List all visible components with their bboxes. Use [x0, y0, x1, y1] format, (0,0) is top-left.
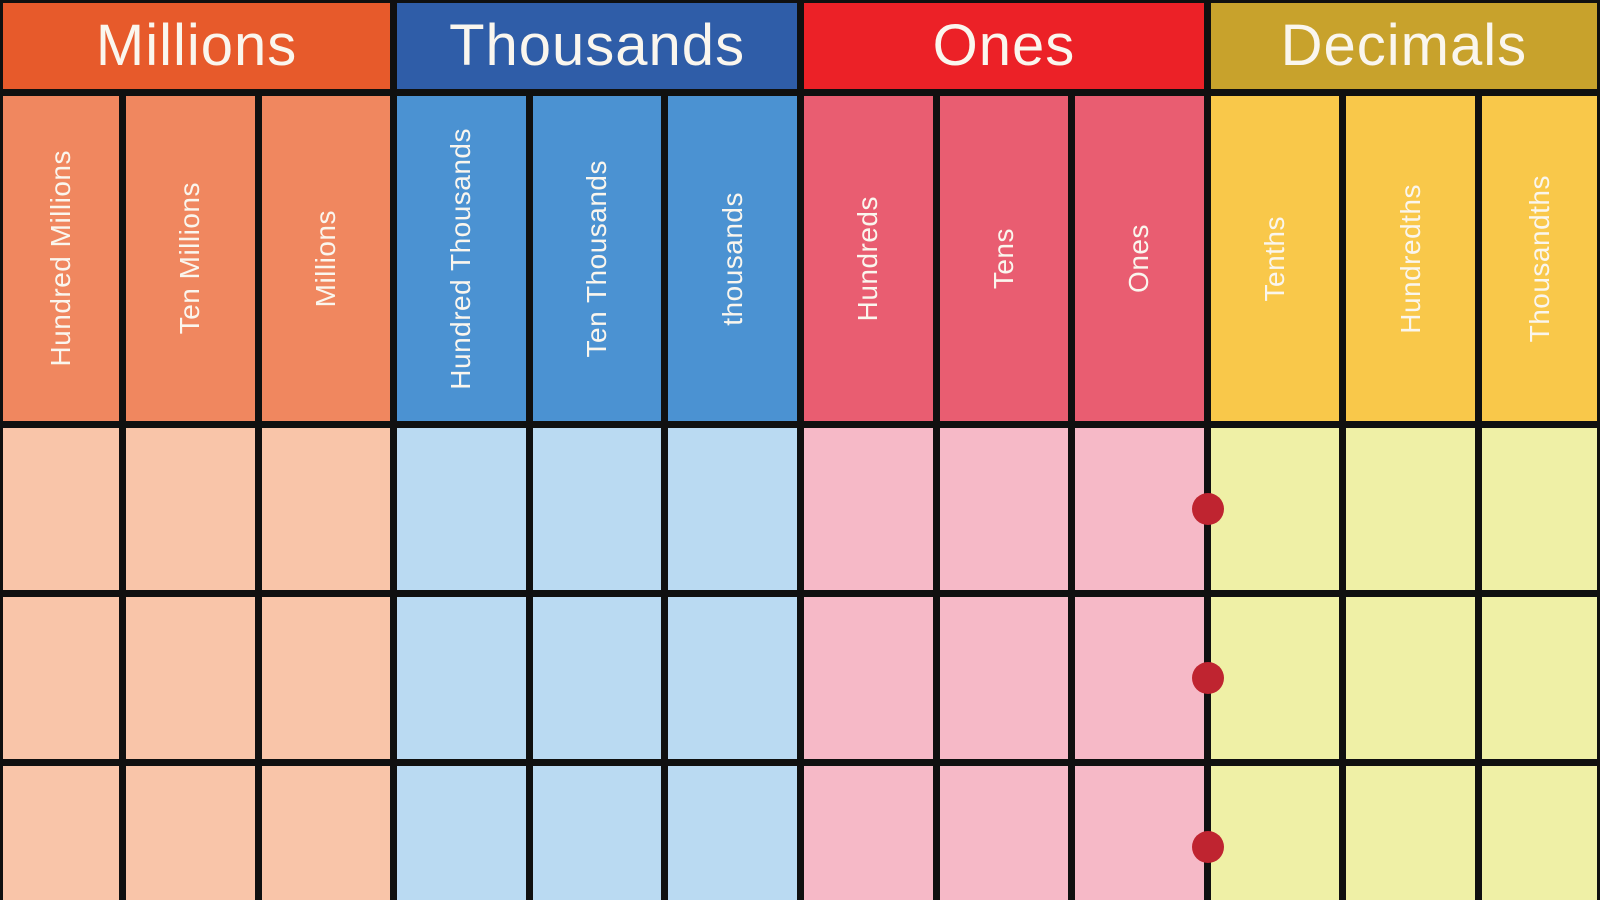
column-header-tens: Tens: [939, 96, 1069, 421]
decimal-point: [1191, 662, 1224, 694]
column-header-ten-millions: Ten Millions: [126, 96, 255, 421]
column-header-label: Tens: [987, 227, 1019, 290]
cell-r1-hundreds: [804, 428, 933, 590]
column-header-label: Ones: [1123, 224, 1155, 293]
cell-r3-thousands: [668, 766, 797, 900]
section-header-ones: Ones: [804, 3, 1204, 89]
cell-r3-tens: [939, 766, 1069, 900]
cell-r1-millions: [261, 428, 391, 590]
decimal-point: [1191, 831, 1224, 863]
cell-r2-ten-thousands: [532, 597, 662, 759]
cell-r3-hundreds: [804, 766, 933, 900]
column-header-hundreds: Hundreds: [804, 96, 933, 421]
column-header-hundred-thousands: Hundred Thousands: [397, 96, 526, 421]
column-header-hundredths: Hundredths: [1346, 96, 1475, 421]
column-header-label: Ten Thousands: [581, 159, 613, 358]
cell-r3-hundred-thousands: [397, 766, 526, 900]
column-header-label: Millions: [309, 209, 341, 308]
cell-r2-tens: [939, 597, 1069, 759]
cell-r3-ten-thousands: [532, 766, 662, 900]
section-header-decimals: Decimals: [1210, 3, 1597, 89]
cell-r2-hundredths: [1346, 597, 1475, 759]
column-header-thousands: thousands: [668, 96, 797, 421]
column-header-ten-thousands: Ten Thousands: [532, 96, 662, 421]
cell-r1-tenths: [1210, 428, 1340, 590]
cell-r3-tenths: [1210, 766, 1340, 900]
section-header-millions: Millions: [3, 3, 391, 89]
cell-r2-thousandths: [1482, 597, 1597, 759]
cell-r2-thousands: [668, 597, 797, 759]
column-header-label: Hundredths: [1394, 183, 1426, 334]
cell-r2-tenths: [1210, 597, 1340, 759]
cell-r1-tens: [939, 428, 1069, 590]
column-header-label: Thousandths: [1523, 174, 1555, 343]
section-header-thousands: Thousands: [397, 3, 797, 89]
place-value-grid: Millions Thousands Ones Decimals Hundred…: [3, 3, 1597, 900]
cell-r1-ten-millions: [126, 428, 255, 590]
cell-r3-ones: [1075, 766, 1224, 900]
cell-r3-ten-millions: [126, 766, 255, 900]
cell-r1-thousandths: [1482, 428, 1597, 590]
cell-r1-hundredths: [1346, 428, 1475, 590]
cell-r2-ones: [1075, 597, 1224, 759]
cell-r3-hundredths: [1346, 766, 1475, 900]
cell-r1-hundred-millions: [3, 428, 119, 590]
column-header-millions: Millions: [261, 96, 391, 421]
cell-r3-hundred-millions: [3, 766, 119, 900]
column-header-ones: Ones: [1075, 96, 1204, 421]
column-header-thousandths: Thousandths: [1482, 96, 1597, 421]
column-header-label: Hundred Millions: [45, 150, 76, 367]
cell-r2-hundreds: [804, 597, 933, 759]
column-header-hundred-millions: Hundred Millions: [3, 96, 119, 421]
cell-r1-ones: [1075, 428, 1224, 590]
column-header-tenths: Tenths: [1210, 96, 1340, 421]
cell-r3-millions: [261, 766, 391, 900]
column-header-label: Tenths: [1259, 215, 1291, 302]
column-header-label: Hundreds: [852, 195, 884, 322]
cell-r2-hundred-millions: [3, 597, 119, 759]
cell-r3-thousandths: [1482, 766, 1597, 900]
decimal-point: [1191, 493, 1224, 525]
cell-r2-hundred-thousands: [397, 597, 526, 759]
cell-r2-millions: [261, 597, 391, 759]
column-header-label: thousands: [716, 191, 748, 326]
cell-r1-hundred-thousands: [397, 428, 526, 590]
cell-r1-ten-thousands: [532, 428, 662, 590]
cell-r1-thousands: [668, 428, 797, 590]
cell-r2-ten-millions: [126, 597, 255, 759]
column-header-label: Hundred Thousands: [445, 127, 477, 390]
column-header-label: Ten Millions: [174, 182, 206, 335]
